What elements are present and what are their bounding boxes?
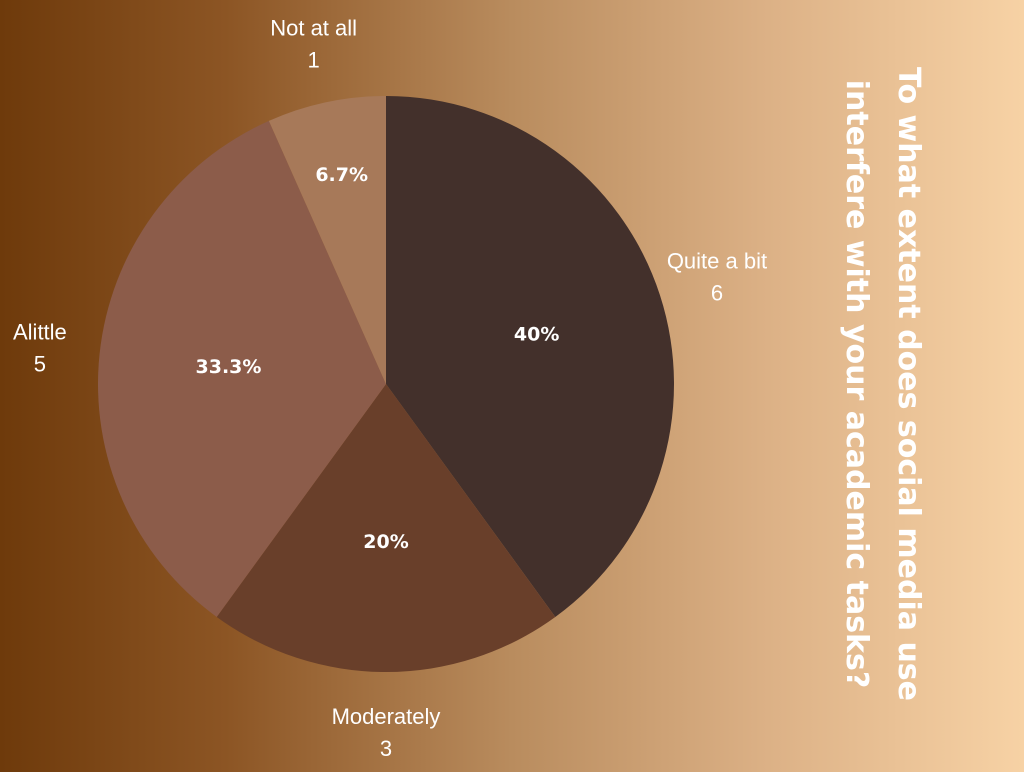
slice-percent-label: 33.3% [196,356,262,378]
slice-category-label: Alittle [13,320,67,345]
pie-slice-not-at-all [268,96,386,384]
slice-category-label: Not at all [270,16,357,41]
slice-value-label: 3 [380,736,392,761]
slice-value-label: 5 [34,352,46,377]
pie-slice-quite-a-bit [386,96,675,617]
pie-slice-moderately [216,384,556,672]
slice-percent-label: 6.7% [315,164,368,186]
slice-category-label: Quite a bit [667,248,767,273]
pie-slice-alittle [98,120,386,617]
slice-percent-label: 40% [514,324,559,346]
chart-title: To what extent does social media use int… [839,66,926,701]
slice-value-label: 6 [711,280,723,305]
slice-percent-label: 20% [363,531,408,553]
slice-value-label: 1 [308,48,320,73]
slice-category-label: Moderately [332,704,441,729]
